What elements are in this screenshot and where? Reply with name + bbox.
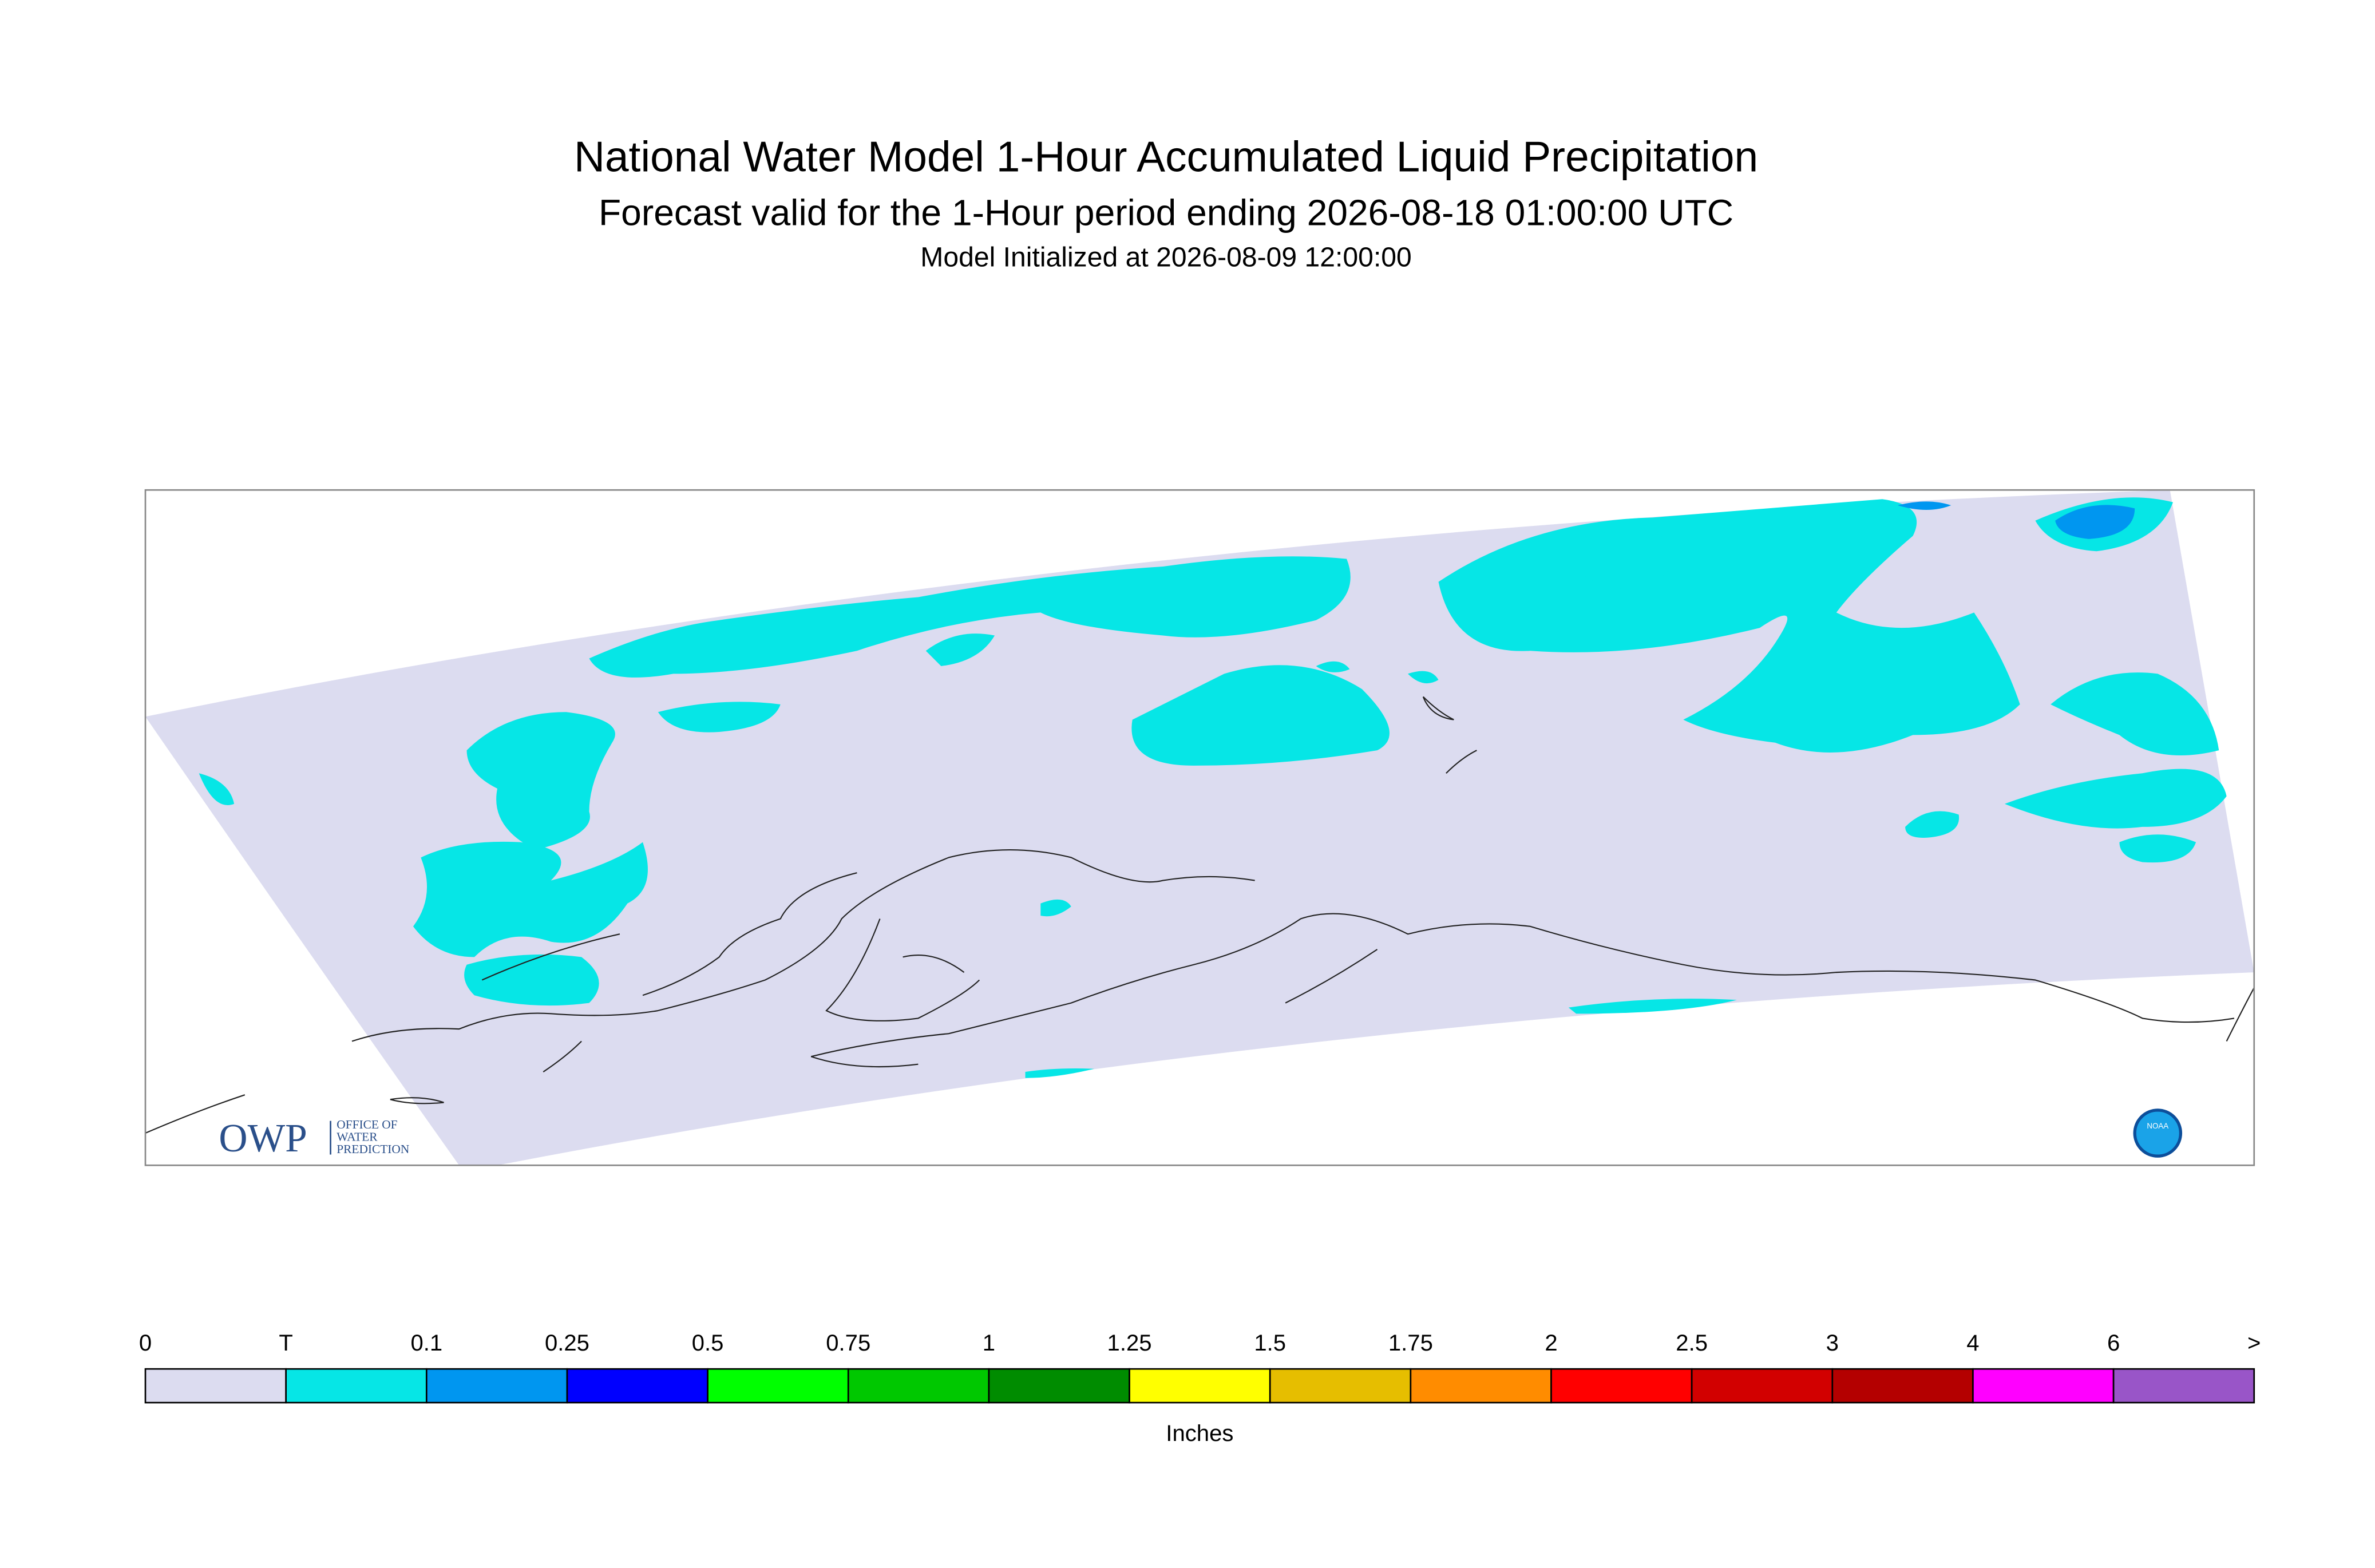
colorbar-label: 4 <box>1966 1330 1979 1356</box>
colorbar-swatch <box>1831 1368 1974 1404</box>
colorbar-swatch <box>1129 1368 1271 1404</box>
colorbar-label: 0.75 <box>826 1330 870 1356</box>
subtitle: Forecast valid for the 1-Hour period end… <box>599 192 1733 233</box>
colorbar-swatch <box>1550 1368 1693 1404</box>
colorbar-label: 0.5 <box>692 1330 724 1356</box>
colorbar-label: 2.5 <box>1676 1330 1708 1356</box>
colorbar-label: > <box>2247 1330 2261 1356</box>
precip-areas <box>199 497 2227 1078</box>
owp-logo-text: OWP <box>219 1116 307 1161</box>
colorbar-label: 3 <box>1826 1330 1839 1356</box>
owp-line: PREDICTION <box>337 1142 409 1156</box>
colorbar-swatch <box>988 1368 1130 1404</box>
coastline <box>145 696 2254 1134</box>
map-frame <box>144 489 2255 1166</box>
colorbar-label: 0.1 <box>410 1330 442 1356</box>
colorbar-swatch <box>1972 1368 2115 1404</box>
colorbar-unit: Inches <box>1166 1420 1233 1446</box>
colorbar-label: 0.25 <box>545 1330 589 1356</box>
noaa-logo: NOAA <box>2133 1108 2183 1158</box>
colorbar-swatch <box>1269 1368 1412 1404</box>
colorbar-swatch <box>285 1368 428 1404</box>
colorbar-swatch <box>144 1368 287 1404</box>
colorbar-swatch <box>1410 1368 1552 1404</box>
colorbar-swatch <box>847 1368 990 1404</box>
colorbar-label: 0 <box>139 1330 152 1356</box>
colorbar: 0 T 0.1 0.25 0.5 0.75 1 1.25 1.5 1.75 2 2.5 3 4 6 > <box>139 1330 2261 1404</box>
owp-line: WATER <box>337 1130 378 1143</box>
colorbar-label: 1.25 <box>1107 1330 1152 1356</box>
colorbar-swatch <box>2112 1368 2255 1404</box>
map: OWP OFFICE OF WATER PREDICTION NOAA <box>144 489 2255 1166</box>
colorbar-swatch <box>566 1368 708 1404</box>
colorbar-label: 1.75 <box>1388 1330 1433 1356</box>
colorbar-label: 6 <box>2107 1330 2120 1356</box>
title: National Water Model 1-Hour Accumulated … <box>574 133 1758 181</box>
colorbar-swatch <box>425 1368 568 1404</box>
colorbar-label: T <box>279 1330 293 1356</box>
colorbar-swatch <box>1691 1368 1834 1404</box>
colorbar-swatch <box>707 1368 849 1404</box>
noaa-logo-text: NOAA <box>2147 1122 2168 1130</box>
colorbar-label: 1 <box>983 1330 995 1356</box>
colorbar-label: 2 <box>1545 1330 1557 1356</box>
colorbar-label: 1.5 <box>1254 1330 1286 1356</box>
owp-logo: OWP OFFICE OF WATER PREDICTION <box>219 1116 409 1161</box>
init-time: Model Initialized at 2026-08-09 12:00:00 <box>920 242 1412 273</box>
owp-line: OFFICE OF <box>337 1118 397 1131</box>
